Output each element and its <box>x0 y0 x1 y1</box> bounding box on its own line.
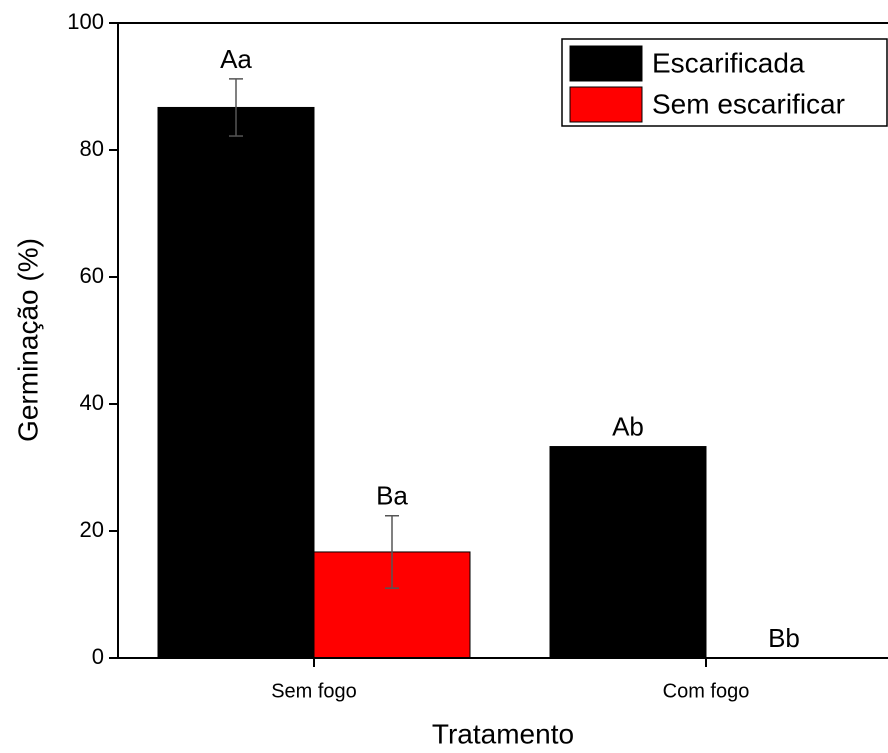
error-bar <box>385 515 399 589</box>
y-tick-label: 20 <box>80 517 104 542</box>
x-axis-title: Tratamento <box>432 718 574 749</box>
legend-swatch <box>569 45 643 82</box>
bar <box>549 446 707 659</box>
error-bar <box>229 78 243 137</box>
data-label: Bb <box>768 623 800 653</box>
y-tick-label: 0 <box>92 644 104 669</box>
legend-label: Escarificada <box>652 47 805 78</box>
legend-swatch <box>569 86 643 123</box>
y-tick-label: 80 <box>80 136 104 161</box>
y-tick-label: 40 <box>80 390 104 415</box>
data-label: Aa <box>220 44 252 74</box>
data-label: Ba <box>376 481 408 511</box>
y-axis-title: Germinação (%) <box>12 238 43 442</box>
y-tick-label: 60 <box>80 263 104 288</box>
x-tick-label: Sem fogo <box>271 680 357 702</box>
y-tick-label: 100 <box>67 9 104 34</box>
x-tick-label: Com fogo <box>663 680 750 702</box>
legend-label: Sem escarificar <box>652 88 845 119</box>
data-label: Ab <box>612 411 644 441</box>
bar <box>157 106 315 659</box>
